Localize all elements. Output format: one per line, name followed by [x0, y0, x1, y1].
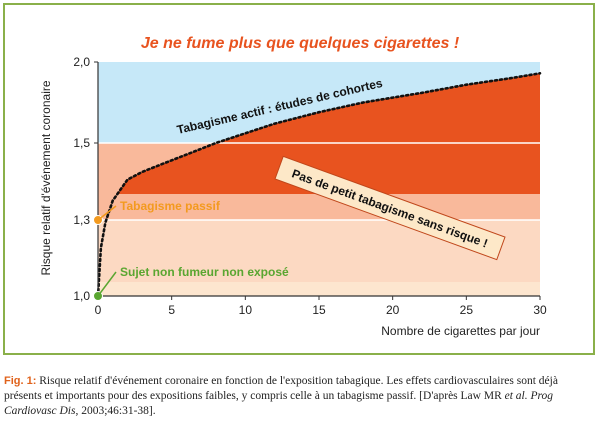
- figure-caption: Fig. 1: Risque relatif d'événement coron…: [4, 374, 598, 419]
- point-leader-0: [97, 205, 117, 221]
- x-tick-label: 5: [168, 303, 175, 317]
- gridlines: [98, 142, 540, 221]
- point-label-0: Tabagisme passif: [120, 199, 221, 213]
- annotation-box: [274, 155, 506, 261]
- y-tick-label: 1,5: [73, 136, 90, 150]
- caption-label: Fig. 1:: [4, 375, 37, 387]
- band-base: [98, 282, 540, 296]
- y-axis-label: Risque relatif d'événement coronaire: [39, 80, 53, 275]
- y-tick-label: 2,0: [73, 55, 90, 69]
- reference-points: Tabagisme passif Sujet non fumeur non exp…: [93, 199, 289, 301]
- tick-labels: 0 5 10 15 20 25 30 1,0 1,3 1,5 2,0: [73, 55, 547, 317]
- x-tick-label: 25: [460, 303, 474, 317]
- active-smoking-area: [117, 73, 540, 194]
- x-axis-label: Nombre de cigarettes par jour: [381, 324, 540, 338]
- caption-journal: Prog Cardiovasc Dis: [4, 390, 554, 417]
- x-tick-label: 30: [533, 303, 547, 317]
- point-label-1: Sujet non fumeur non exposé: [120, 265, 289, 279]
- active-smoking-curve: [96, 72, 542, 298]
- caption-text-1: Risque relatif d'événement coronaire en …: [4, 375, 558, 402]
- x-tick-label: 10: [239, 303, 253, 317]
- caption-etal: et al.: [504, 390, 528, 402]
- point-leader-1: [97, 271, 117, 297]
- y-tick-label: 1,0: [73, 289, 90, 303]
- y-tick-label: 1,3: [73, 213, 90, 227]
- caption-text-3: , 2003;46:31-38].: [75, 405, 156, 417]
- x-tick-label: 0: [95, 303, 102, 317]
- chart: 0 5 10 15 20 25 30 1,0 1,3 1,5 2,0 Tabagisme passi…: [39, 35, 547, 338]
- x-tick-label: 15: [312, 303, 326, 317]
- x-tick-label: 20: [386, 303, 400, 317]
- chart-title: Je ne fume plus que quelques cigarettes …: [141, 35, 460, 52]
